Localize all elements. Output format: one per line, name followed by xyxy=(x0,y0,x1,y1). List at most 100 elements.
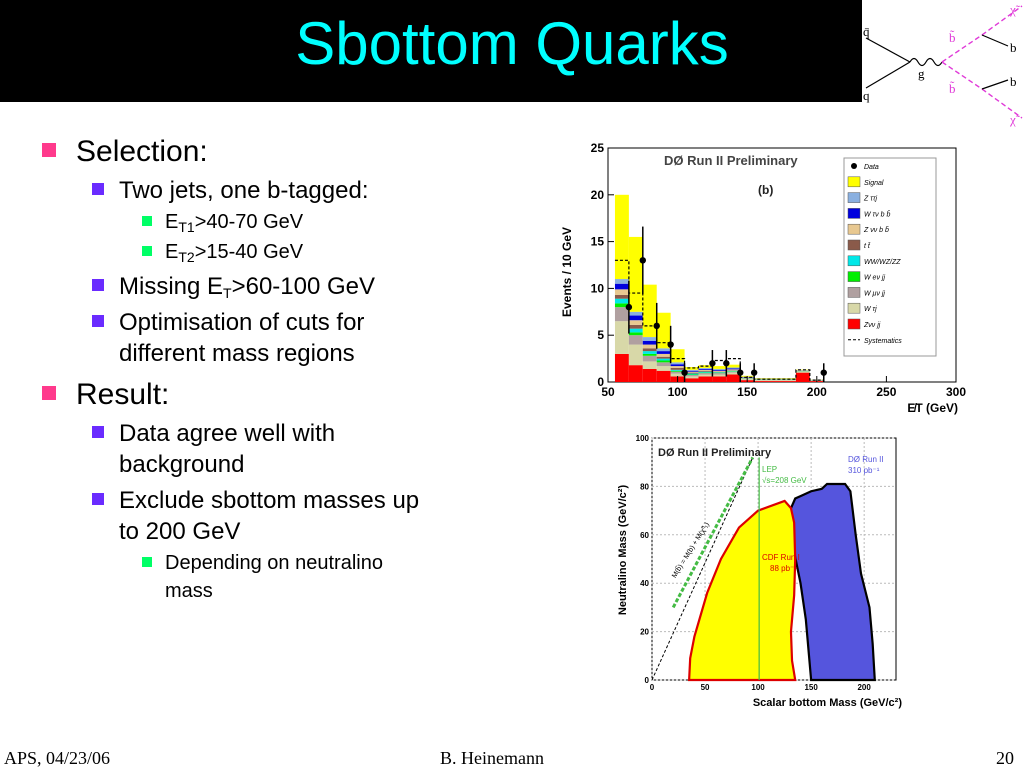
bar-segment xyxy=(657,357,671,359)
legend-swatch xyxy=(848,287,860,297)
g-label: g xyxy=(918,66,925,81)
chart2-xlabel: Scalar bottom Mass (GeV/c²) xyxy=(753,697,902,709)
b-top-line xyxy=(982,35,1008,46)
bar-segment xyxy=(629,312,643,316)
bar-segment xyxy=(698,376,712,382)
sbottom-bottom-line xyxy=(942,62,982,89)
bar-segment xyxy=(712,369,726,370)
bar-segment xyxy=(657,360,671,362)
y-tick-label: 80 xyxy=(640,482,649,491)
qbar-line xyxy=(866,38,910,62)
bar-segment xyxy=(685,378,699,382)
data-point xyxy=(737,369,743,375)
chart1-title: DØ Run II Preliminary xyxy=(664,153,798,168)
x-tick-label: 200 xyxy=(857,683,871,692)
b-top-label: b xyxy=(1010,40,1017,55)
bullet-missing-et: Missing ET>60-100 GeV xyxy=(40,271,510,302)
chart2-title: DØ Run II Preliminary xyxy=(658,447,772,459)
y-tick-label: 0 xyxy=(597,375,604,389)
bar-segment xyxy=(796,372,810,373)
bar-segment xyxy=(671,362,685,364)
bar-segment xyxy=(698,368,712,369)
bar-segment xyxy=(726,367,740,368)
y-tick-label: 10 xyxy=(591,281,605,295)
bar-segment xyxy=(643,341,657,345)
legend-label: Signal xyxy=(864,180,884,187)
bar-segment xyxy=(782,380,796,381)
legend-label: W τj xyxy=(864,306,877,313)
chart1-ylabel: Events / 10 GeV xyxy=(560,227,574,317)
data-point xyxy=(654,323,660,329)
bar-segment xyxy=(657,362,671,366)
y-tick-label: 20 xyxy=(640,628,649,637)
bar-segment xyxy=(629,345,643,366)
bar-segment xyxy=(698,369,712,370)
legend-label: Zνν jj xyxy=(863,322,881,329)
y-tick-label: 0 xyxy=(645,676,650,685)
bar-segment xyxy=(629,335,643,344)
bar-segment xyxy=(712,370,726,371)
gluon-line xyxy=(910,59,942,66)
bar-segment xyxy=(629,316,643,321)
bar-segment xyxy=(643,354,657,356)
bar-segment xyxy=(671,366,685,368)
data-point xyxy=(667,341,673,347)
x-tick-label: 150 xyxy=(804,683,818,692)
bar-segment xyxy=(698,370,712,371)
bullet-et1: ET1>40-70 GeV xyxy=(40,208,510,236)
bar-segment xyxy=(712,373,726,374)
chi-bottom-label: χ̃ xyxy=(1009,112,1021,127)
bar-segment xyxy=(643,351,657,354)
b-bottom-label: b xyxy=(1010,74,1017,89)
legend-swatch xyxy=(848,256,860,266)
bar-segment xyxy=(657,348,671,351)
bar-segment xyxy=(643,348,657,351)
legend-swatch xyxy=(848,224,860,234)
bar-segment xyxy=(657,366,671,371)
data-point xyxy=(723,360,729,366)
bullet-et2: ET2>15-40 GeV xyxy=(40,238,510,266)
bar-segment xyxy=(671,368,685,370)
sbottom-bottom-label: b̃ xyxy=(949,81,956,96)
bullet-list: Selection: Two jets, one b-tagged: ET1>4… xyxy=(40,130,510,605)
bar-segment xyxy=(712,376,726,382)
y-tick-label: 20 xyxy=(591,188,605,202)
y-tick-label: 25 xyxy=(591,141,605,155)
bar-segment xyxy=(712,371,726,372)
b-bottom-line xyxy=(982,80,1008,89)
footer-date: APS, 04/23/06 xyxy=(4,748,110,769)
chart2-ylabel: Neutralino Mass (GeV/c²) xyxy=(617,485,629,616)
x-tick-label: 100 xyxy=(751,683,765,692)
bar-segment xyxy=(643,337,657,341)
sbottom-top-line xyxy=(942,35,982,62)
bar-segment xyxy=(768,381,782,382)
bullet-selection: Selection: xyxy=(40,134,510,170)
bullet-result: Result: xyxy=(40,377,510,413)
legend-swatch xyxy=(848,240,860,250)
cdf-region-label-1: CDF Run I xyxy=(762,553,800,562)
bar-segment xyxy=(754,381,768,382)
data-point xyxy=(681,369,687,375)
legend-swatch xyxy=(848,208,860,218)
x-tick-label: 250 xyxy=(876,385,896,399)
bar-segment xyxy=(726,369,740,370)
bar-segment xyxy=(615,295,629,299)
lep-label-2: √s=208 GeV xyxy=(762,476,807,485)
y-tick-label: 100 xyxy=(636,434,650,443)
legend-label: WW/WZ/ZZ xyxy=(864,259,901,266)
bar-segment xyxy=(657,371,671,382)
x-tick-label: 100 xyxy=(668,385,688,399)
bar-segment xyxy=(657,351,671,354)
bar-segment xyxy=(712,375,726,377)
legend-label: Z ττj xyxy=(863,196,877,203)
data-point xyxy=(626,304,632,310)
chi-top-line xyxy=(982,6,1022,35)
d0-region-label-2: 310 pb⁻¹ xyxy=(848,466,880,475)
legend-label: Z νν b b̄ xyxy=(863,226,889,234)
bar-segment xyxy=(698,372,712,373)
bar-segment xyxy=(698,375,712,377)
bar-segment xyxy=(671,364,685,366)
